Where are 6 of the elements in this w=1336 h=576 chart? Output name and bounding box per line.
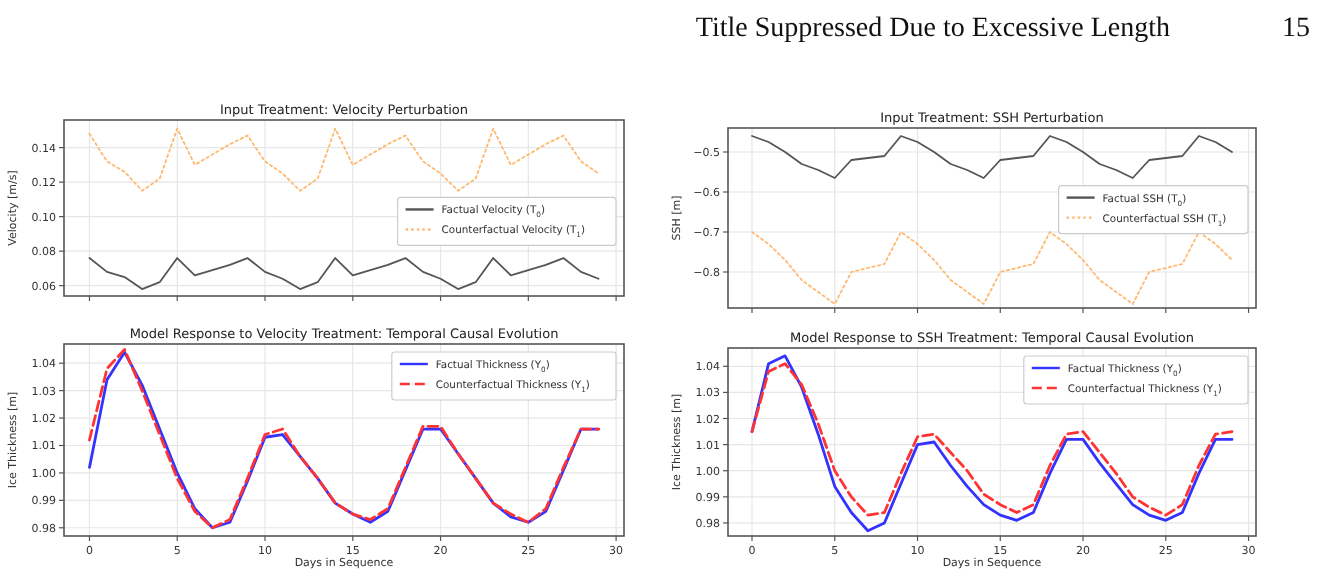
- line-series: [751, 135, 1233, 179]
- line-series: [88, 127, 600, 192]
- line-series: [751, 231, 1233, 305]
- line-series: [88, 257, 600, 290]
- text: Title Suppressed Due to Excessive Length: [695, 14, 1170, 44]
- text: 15: [1282, 14, 1310, 44]
